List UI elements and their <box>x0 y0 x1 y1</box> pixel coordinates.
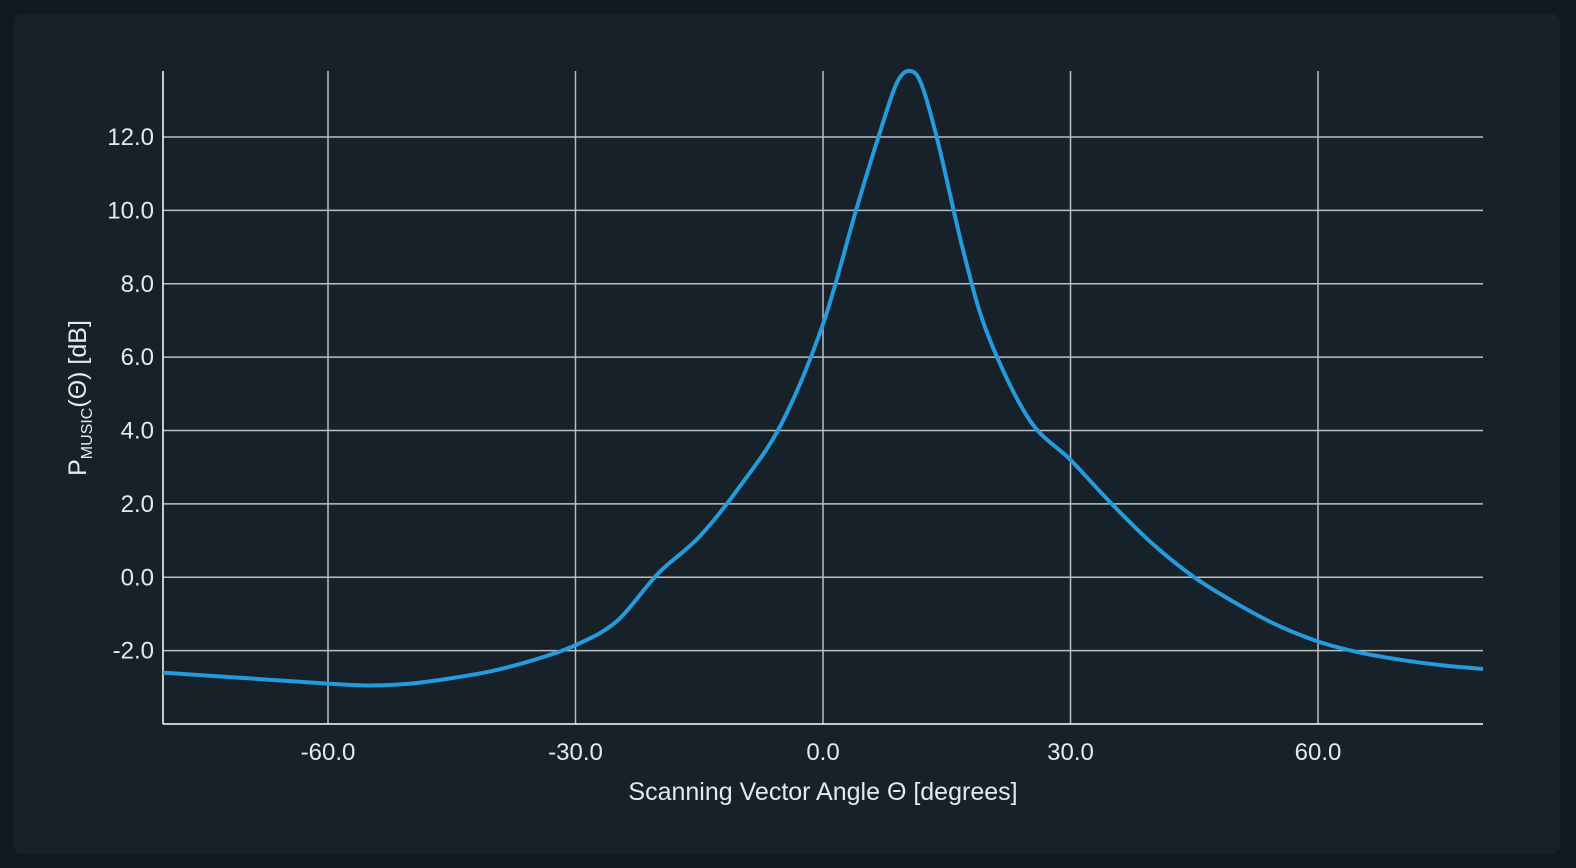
x-tick-labels: -60.0 -30.0 0.0 30.0 60.0 <box>301 739 1342 766</box>
y-tick-label: 10.0 <box>107 197 154 224</box>
x-axis-label: Scanning Vector Angle Θ [degrees] <box>628 778 1017 806</box>
series-group <box>162 68 1484 688</box>
y-axis-label: PMUSIC(Θ) [dB] <box>64 320 96 476</box>
y-tick-labels: -2.0 0.0 2.0 4.0 6.0 8.0 10.0 12.0 <box>107 124 154 665</box>
y-axis-label-prefix: P <box>64 459 92 476</box>
y-axis-label-subscript: MUSIC <box>79 408 96 460</box>
y-tick-label: 0.0 <box>121 564 154 591</box>
y-tick-label: 4.0 <box>121 418 154 445</box>
chart-card <box>14 14 1560 854</box>
y-axis-label-suffix: (Θ) [dB] <box>64 320 92 408</box>
x-tick-label: -30.0 <box>548 739 603 766</box>
axes <box>162 71 1483 725</box>
y-tick-label: 8.0 <box>121 271 154 298</box>
x-tick-label: 60.0 <box>1295 739 1342 766</box>
x-tick-label: 30.0 <box>1047 739 1094 766</box>
series-line <box>162 68 1484 688</box>
y-tick-label: 2.0 <box>121 491 154 518</box>
y-tick-label: -2.0 <box>113 638 154 665</box>
y-tick-label: 6.0 <box>121 344 154 371</box>
y-tick-label: 12.0 <box>107 124 154 151</box>
x-tick-label: 0.0 <box>806 739 839 766</box>
x-tick-label: -60.0 <box>301 739 356 766</box>
grid-lines <box>163 71 1483 724</box>
